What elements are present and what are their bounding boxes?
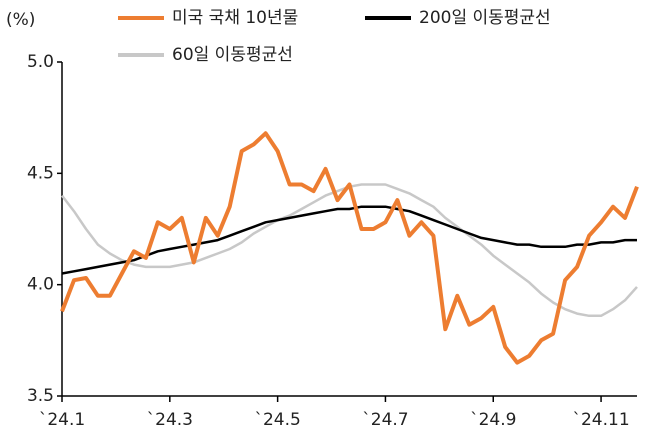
legend-label: 200일 이동평균선 <box>419 8 551 28</box>
x-tick-label: `24.1 <box>39 410 85 430</box>
x-tick-label: `24.7 <box>362 410 408 430</box>
y-tick-label: 3.5 <box>27 386 54 406</box>
series-line <box>61 205 637 275</box>
y-tick-label: 5.0 <box>27 52 54 72</box>
legend-label: 60일 이동평균선 <box>172 45 293 65</box>
x-tick-label: `24.3 <box>147 410 193 430</box>
series-line <box>60 131 639 365</box>
y-tick-label: 4.0 <box>27 275 54 295</box>
y-tick-label: 4.5 <box>27 163 54 183</box>
x-tick-label: `24.5 <box>254 410 300 430</box>
y-unit: (%) <box>6 10 35 30</box>
x-tick-label: `24.11 <box>572 410 629 430</box>
x-tick-label: `24.9 <box>470 410 516 430</box>
legend-label: 미국 국채 10년물 <box>172 8 298 28</box>
